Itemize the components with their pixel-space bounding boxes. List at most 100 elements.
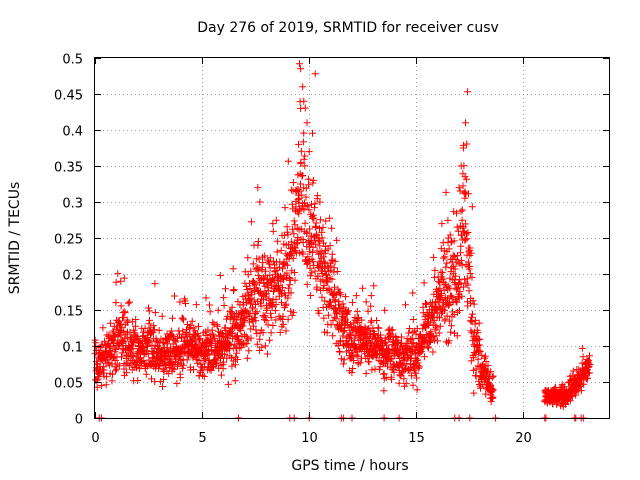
data-point bbox=[370, 282, 378, 290]
data-point bbox=[436, 322, 444, 330]
data-point bbox=[453, 209, 460, 217]
data-point bbox=[272, 216, 280, 224]
data-point bbox=[487, 368, 495, 376]
data-point bbox=[356, 359, 364, 367]
data-point bbox=[111, 357, 119, 364]
data-point bbox=[364, 307, 372, 315]
data-point bbox=[397, 360, 405, 368]
data-point bbox=[290, 269, 298, 276]
data-point bbox=[344, 308, 352, 316]
data-point bbox=[123, 369, 130, 377]
data-point bbox=[225, 339, 233, 347]
data-point bbox=[226, 345, 233, 353]
data-point bbox=[316, 198, 324, 206]
data-point bbox=[455, 184, 463, 192]
data-point bbox=[489, 373, 496, 381]
data-point bbox=[171, 292, 178, 300]
data-point bbox=[320, 258, 328, 266]
data-point bbox=[296, 187, 304, 195]
data-point bbox=[418, 344, 426, 352]
data-point bbox=[155, 326, 163, 334]
data-point bbox=[299, 83, 307, 91]
data-point bbox=[457, 207, 465, 215]
data-point bbox=[454, 284, 462, 292]
data-point bbox=[412, 369, 420, 377]
chart-title: Day 276 of 2019, SRMTID for receiver cus… bbox=[197, 20, 499, 36]
data-point bbox=[489, 386, 497, 394]
data-point bbox=[258, 343, 266, 351]
data-point bbox=[297, 147, 305, 155]
data-point bbox=[380, 375, 388, 383]
data-point bbox=[359, 284, 367, 292]
data-point bbox=[333, 268, 341, 275]
data-point bbox=[451, 265, 459, 273]
data-point bbox=[413, 374, 421, 382]
data-point bbox=[311, 70, 319, 78]
data-point bbox=[323, 329, 331, 337]
data-point bbox=[170, 333, 178, 341]
data-point bbox=[304, 201, 312, 209]
plot-frame bbox=[94, 57, 610, 419]
data-point bbox=[362, 330, 370, 338]
data-point bbox=[257, 302, 265, 310]
data-point bbox=[203, 351, 211, 359]
data-point bbox=[294, 234, 302, 241]
data-point bbox=[354, 318, 362, 326]
data-point bbox=[453, 298, 461, 306]
data-point bbox=[453, 223, 461, 231]
data-point bbox=[436, 285, 444, 293]
data-point bbox=[100, 366, 108, 374]
data-point bbox=[462, 175, 470, 183]
data-point bbox=[316, 224, 323, 232]
data-point bbox=[284, 157, 292, 165]
data-point bbox=[112, 299, 120, 307]
data-point bbox=[267, 329, 275, 337]
data-point bbox=[331, 257, 339, 265]
data-point bbox=[448, 292, 455, 300]
data-point bbox=[220, 294, 228, 302]
data-point bbox=[242, 332, 250, 340]
data-point bbox=[383, 362, 391, 370]
data-point bbox=[246, 285, 254, 292]
data-point bbox=[272, 316, 280, 324]
data-point bbox=[282, 327, 290, 335]
data-point bbox=[209, 319, 217, 327]
data-point bbox=[103, 373, 111, 381]
data-point bbox=[270, 276, 278, 284]
data-point bbox=[287, 289, 295, 297]
data-point bbox=[336, 348, 344, 356]
data-point bbox=[337, 291, 345, 299]
data-point bbox=[322, 217, 330, 225]
data-point bbox=[178, 334, 186, 341]
x-axis: 0 5 10 15 20 bbox=[91, 58, 532, 446]
data-point bbox=[183, 356, 191, 364]
data-point bbox=[305, 206, 313, 214]
data-point bbox=[464, 229, 472, 236]
data-point bbox=[110, 331, 118, 339]
data-point bbox=[216, 337, 224, 345]
data-point bbox=[251, 281, 259, 289]
data-point bbox=[327, 321, 335, 329]
data-point bbox=[92, 339, 100, 347]
data-point bbox=[402, 380, 410, 388]
data-point bbox=[433, 324, 441, 332]
y-tick-label: 0.2 bbox=[62, 269, 83, 284]
data-point bbox=[311, 200, 319, 208]
data-point bbox=[219, 365, 227, 373]
data-point bbox=[290, 230, 298, 238]
data-point bbox=[167, 327, 175, 335]
data-point bbox=[408, 334, 416, 342]
data-point bbox=[231, 377, 239, 385]
data-point bbox=[415, 363, 423, 371]
data-point bbox=[331, 297, 339, 305]
data-point bbox=[463, 140, 471, 148]
data-point bbox=[388, 375, 395, 383]
data-point bbox=[441, 306, 449, 314]
data-point bbox=[106, 347, 114, 355]
data-point bbox=[352, 351, 360, 359]
data-point bbox=[288, 200, 296, 208]
data-point bbox=[306, 264, 314, 272]
data-point bbox=[457, 249, 464, 257]
data-point bbox=[464, 88, 472, 96]
